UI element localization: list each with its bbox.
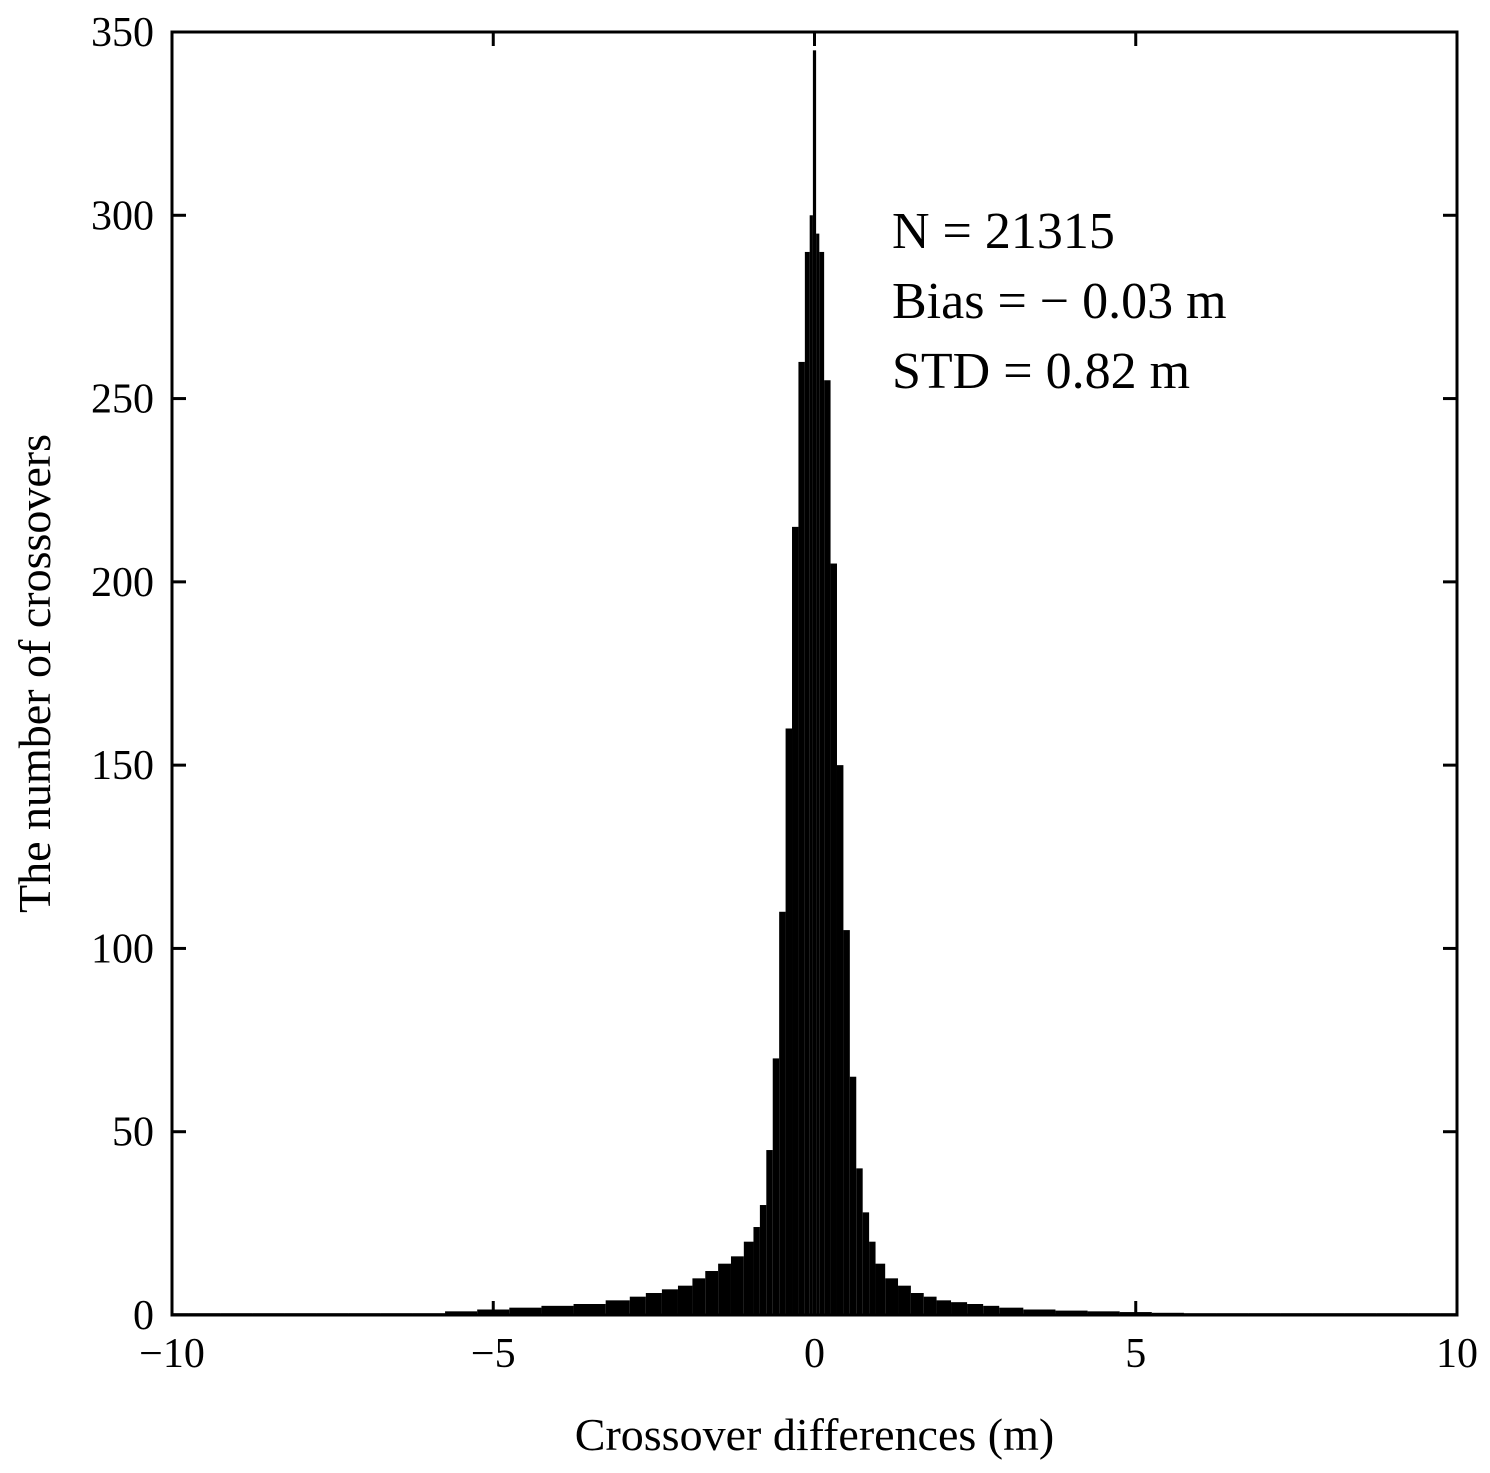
histogram-bar [730,1256,744,1315]
histogram-bar [812,50,817,1315]
histogram-bar [830,563,837,1315]
x-tick-label: 10 [1436,1331,1478,1377]
histogram-bar [605,1300,630,1315]
histogram-bar [869,1241,876,1315]
y-axis-label: The number of crossovers [9,434,60,913]
x-tick-label: −10 [139,1331,205,1377]
histogram-bar [1023,1309,1056,1315]
histogram-bar [875,1263,886,1315]
axis-ticks [170,30,1459,1317]
histogram-bar [785,728,793,1315]
histogram-bar [936,1300,952,1315]
y-tick-label: 0 [133,1293,154,1339]
x-tick-label: 5 [1125,1331,1146,1377]
y-tick-label: 100 [91,926,154,972]
histogram-bar [772,1058,780,1315]
x-tick-label: −5 [471,1331,516,1377]
y-tick-label: 50 [112,1110,154,1156]
annotation-std: STD = 0.82 m [892,343,1190,400]
y-tick-label: 200 [91,560,154,606]
histogram-bar [705,1271,719,1315]
annotation-n: N = 21315 [892,203,1115,260]
histogram-bar [677,1285,693,1315]
histogram-bar [766,1150,773,1315]
histogram-bar [692,1278,706,1315]
histogram-bar [759,1205,767,1315]
histogram-bar [1055,1310,1088,1315]
histogram-bar [816,233,820,1316]
histogram-bar [509,1307,542,1315]
histogram-bar [898,1285,911,1315]
histogram-bar [798,361,805,1315]
histogram-bar [843,930,850,1315]
histogram-bar [824,380,831,1315]
histogram-bar [923,1296,937,1315]
histogram-bar [792,526,799,1315]
histogram-bar [967,1304,984,1315]
histogram-bar [951,1302,968,1315]
histogram-bar [661,1289,678,1315]
histogram-bar [629,1296,646,1315]
y-tick-label: 250 [91,377,154,423]
histogram-bar [836,765,844,1315]
histogram-bar [718,1263,731,1315]
histogram-bar [804,251,810,1315]
y-tick-label: 150 [91,743,154,789]
histogram-bar [1087,1311,1120,1315]
histogram-bar [983,1305,1000,1315]
histogram-bar [856,1168,863,1315]
histogram-bar [849,1076,857,1315]
x-axis-label: Crossover differences (m) [575,1409,1054,1460]
histogram-bar [910,1293,924,1315]
histogram-bar [573,1304,606,1315]
histogram-bar [779,911,786,1315]
histogram-bar [445,1311,478,1315]
y-tick-label: 300 [91,193,154,239]
histogram-bar [541,1305,574,1315]
histogram-bar [999,1307,1024,1315]
y-tick-label: 350 [91,10,154,56]
histogram-bar [809,215,813,1315]
histogram-bars [172,50,1457,1316]
annotation-bias: Bias = − 0.03 m [892,273,1227,330]
histogram-bar [819,251,825,1315]
x-tick-label: 0 [804,1331,825,1377]
histogram-bar [645,1293,662,1315]
histogram-bar [753,1227,760,1315]
histogram-bar [743,1241,754,1315]
histogram-bar [862,1212,870,1315]
histogram-bar [885,1278,899,1315]
